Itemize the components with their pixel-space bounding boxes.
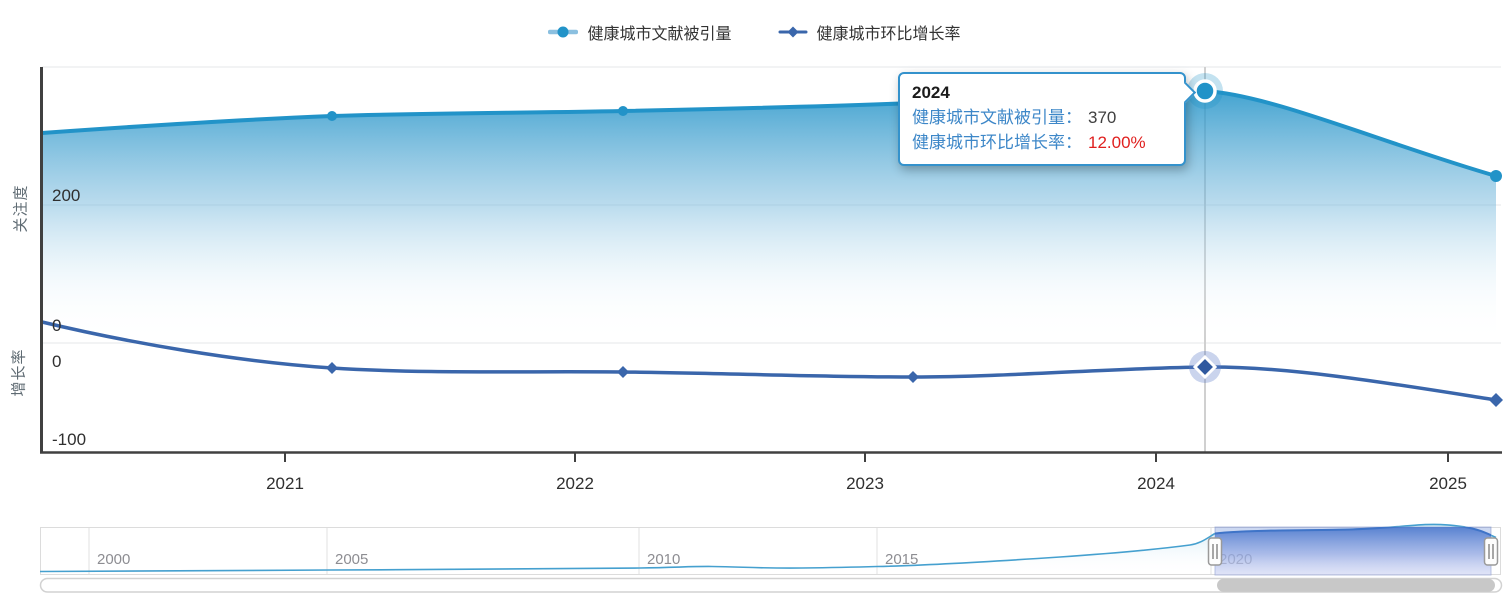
tooltip-label-growth: 健康城市环比增长率：	[912, 133, 1082, 152]
scrollbar-thumb[interactable]	[1217, 578, 1495, 592]
tooltip-label-citations: 健康城市文献被引量：	[912, 108, 1082, 127]
legend-label-growth: 健康城市环比增长率	[816, 26, 961, 43]
legend-circle-marker-icon	[548, 26, 579, 38]
scrollbar-track[interactable]	[39, 577, 1503, 593]
tooltip-value-citations: 370	[1088, 108, 1117, 127]
legend-diamond-marker-icon	[778, 26, 807, 38]
legend: 健康城市文献被引量 健康城市环比增长率	[0, 18, 1509, 46]
tooltip: 2024 健康城市文献被引量： 370 健康城市环比增长率： 12.00%	[898, 72, 1197, 166]
tooltip-row-growth: 健康城市环比增长率： 12.00%	[912, 130, 1170, 155]
tooltip-value-growth: 12.00%	[1088, 133, 1146, 152]
tooltip-title: 2024	[912, 83, 950, 102]
datazoom-handle-left[interactable]	[1207, 537, 1223, 566]
series-growth-points[interactable]	[326, 362, 1503, 407]
legend-item-citations[interactable]: 健康城市文献被引量	[548, 20, 732, 44]
axis-lines	[40, 67, 1502, 454]
x-axis-ticks	[284, 453, 1449, 462]
scrollbar[interactable]	[39, 577, 1503, 593]
tooltip-row-citations: 健康城市文献被引量： 370	[912, 105, 1170, 130]
datazoom-window-selected-area	[1215, 527, 1491, 575]
datazoom-handle-right[interactable]	[1483, 537, 1499, 566]
series-citations-line[interactable]	[40, 88, 1498, 178]
series-growth-line[interactable]	[40, 320, 1498, 402]
datazoom-mini-area	[40, 524, 1496, 574]
legend-label-citations: 健康城市文献被引量	[587, 26, 732, 43]
highlight-citations-point[interactable]	[1187, 73, 1223, 109]
legend-item-growth[interactable]: 健康城市环比增长率	[778, 20, 961, 44]
highlight-growth-point[interactable]	[1189, 351, 1221, 383]
